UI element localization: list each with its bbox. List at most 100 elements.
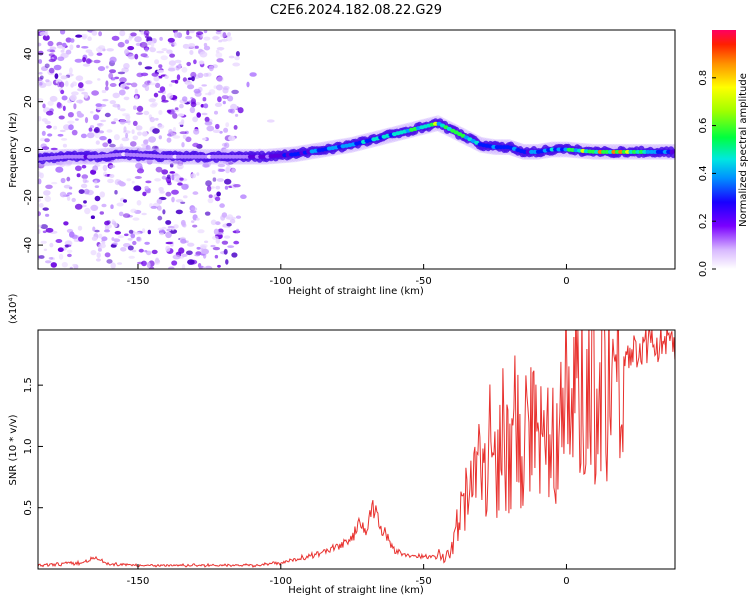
noise-speckle [180, 201, 186, 204]
noise-speckle [182, 134, 187, 140]
noise-speckle [168, 129, 173, 135]
noise-speckle [75, 118, 79, 121]
x-tick-label: -150 [127, 276, 150, 287]
noise-speckle [59, 81, 65, 88]
noise-speckle [157, 215, 163, 221]
noise-speckle [55, 166, 64, 173]
noise-speckle [171, 133, 177, 137]
noise-speckle [169, 53, 176, 58]
noise-speckle [41, 146, 50, 151]
noise-speckle [216, 58, 224, 63]
noise-speckle [98, 130, 105, 134]
noise-speckle [134, 88, 138, 95]
noise-speckle [69, 266, 73, 269]
noise-speckle [191, 207, 198, 212]
noise-speckle [123, 126, 127, 133]
noise-speckle [123, 63, 130, 69]
noise-speckle [231, 252, 238, 258]
noise-speckle [137, 147, 144, 151]
noise-speckle [225, 259, 229, 265]
noise-speckle [226, 222, 232, 227]
noise-speckle [38, 116, 42, 122]
noise-speckle [228, 135, 236, 141]
noise-speckle [161, 94, 166, 102]
noise-speckle [211, 170, 216, 175]
noise-speckle [167, 181, 172, 186]
noise-speckle [80, 133, 87, 139]
noise-speckle [214, 254, 219, 259]
noise-speckle [38, 197, 42, 203]
noise-speckle [171, 196, 175, 203]
noise-speckle [62, 143, 67, 148]
noise-speckle [207, 91, 212, 96]
noise-speckle [225, 167, 231, 174]
noise-speckle [69, 94, 77, 102]
noise-speckle [179, 177, 184, 181]
noise-speckle [104, 86, 109, 91]
noise-speckle [237, 107, 244, 114]
noise-speckle [216, 76, 224, 83]
noise-speckle [142, 191, 147, 197]
noise-speckle [181, 253, 188, 257]
noise-speckle [62, 75, 68, 80]
noise-speckle [127, 37, 132, 41]
noise-speckle [194, 45, 199, 49]
noise-speckle [90, 215, 95, 219]
noise-speckle [186, 61, 191, 67]
noise-speckle [131, 82, 138, 88]
noise-speckle [203, 103, 209, 109]
noise-speckle [43, 248, 48, 251]
noise-speckle [113, 134, 120, 141]
noise-speckle [160, 55, 168, 61]
noise-speckle [65, 244, 69, 248]
noise-speckle [204, 240, 209, 244]
noise-speckle [54, 73, 59, 79]
colorbar-tick-label: 0.2 [698, 213, 709, 229]
noise-speckle [229, 218, 236, 224]
noise-speckle [104, 112, 111, 118]
snr-frame [37, 329, 676, 570]
noise-speckle [62, 42, 67, 48]
noise-speckle [191, 98, 196, 105]
noise-speckle [67, 253, 72, 258]
noise-speckle [191, 220, 195, 223]
noise-speckle [95, 46, 104, 53]
noise-speckle [156, 198, 163, 205]
noise-speckle [90, 250, 97, 256]
noise-speckle [156, 69, 165, 74]
noise-speckle [117, 41, 125, 48]
noise-speckle [158, 135, 162, 140]
noise-speckle [215, 221, 221, 226]
noise-speckle [119, 119, 126, 125]
noise-speckle [240, 194, 247, 199]
noise-speckle [145, 145, 151, 150]
noise-speckle [109, 69, 116, 74]
noise-speckle [151, 102, 158, 107]
noise-speckle [57, 247, 64, 252]
noise-speckle [194, 254, 200, 257]
noise-speckle [134, 53, 139, 60]
noise-speckle [60, 177, 66, 184]
noise-speckle [138, 61, 143, 66]
noise-speckle [182, 96, 188, 102]
noise-speckle [71, 91, 79, 96]
noise-speckle [57, 56, 65, 62]
noise-speckle [157, 124, 165, 129]
noise-speckle [223, 248, 228, 255]
noise-speckle [170, 108, 176, 115]
noise-speckle [181, 66, 188, 73]
noise-speckle [105, 80, 109, 87]
noise-speckle [65, 49, 72, 55]
noise-speckle [90, 204, 99, 211]
noise-speckle [106, 129, 113, 133]
noise-speckle [198, 60, 205, 65]
noise-speckle [215, 123, 220, 130]
noise-speckle [165, 245, 171, 252]
noise-speckle [123, 96, 130, 101]
noise-speckle [177, 166, 183, 170]
noise-speckle [88, 127, 93, 132]
noise-speckle [181, 142, 185, 148]
noise-speckle [94, 195, 101, 202]
noise-speckle [106, 259, 113, 264]
noise-speckle [216, 178, 224, 182]
